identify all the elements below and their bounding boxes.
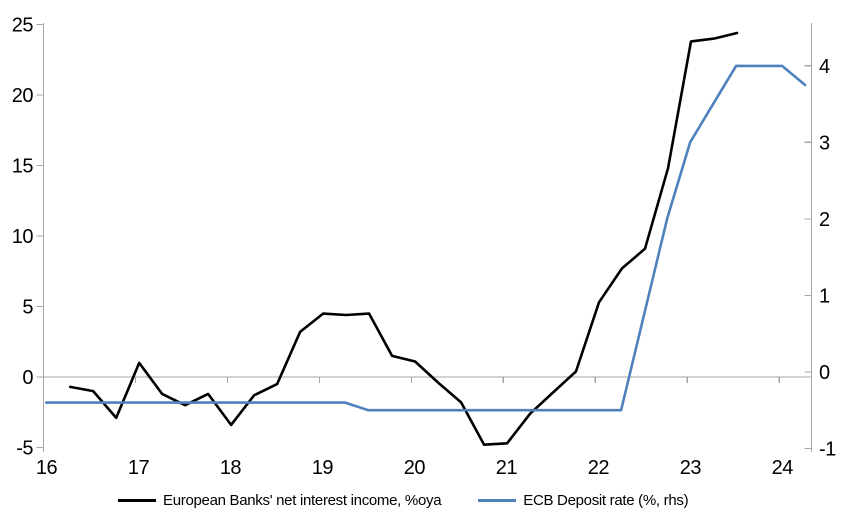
- x-axis-tick-label: 23: [680, 457, 702, 479]
- right-axis-tick-label: -1: [819, 439, 836, 461]
- right-axis-tick-label: 4: [819, 56, 830, 78]
- x-axis-tick-label: 19: [312, 457, 334, 479]
- ecb-rate-line-series: [44, 64, 807, 412]
- x-axis-tick-label: 24: [772, 457, 794, 479]
- left-axis-tick-label: 10: [12, 226, 34, 248]
- x-axis-tick-label: 17: [128, 457, 150, 479]
- legend-item-ecb: ECB Deposit rate (%, rhs): [478, 492, 689, 509]
- x-axis-tick-label: 20: [404, 457, 426, 479]
- x-axis-tick-label: 16: [36, 457, 58, 479]
- x-axis-tick-label: 21: [496, 457, 518, 479]
- left-axis-tick-label: -5: [16, 438, 33, 460]
- right-axis-tick-label: 0: [819, 362, 830, 384]
- legend-item-nii: European Banks' net interest income, %oy…: [118, 492, 442, 509]
- right-axis-tick-label: 1: [819, 285, 830, 307]
- nii-line-series: [68, 31, 739, 447]
- left-axis-tick-label: 20: [12, 85, 34, 107]
- left-axis-tick-label: 15: [12, 156, 34, 178]
- x-axis-tick-label: 22: [588, 457, 610, 479]
- legend: European Banks' net interest income, %oy…: [118, 492, 689, 509]
- right-axis-tick-label: 2: [819, 209, 830, 231]
- x-axis-tick-label: 18: [220, 457, 242, 479]
- left-axis-tick-label: 0: [22, 367, 33, 389]
- ecb-line-swatch: [478, 499, 517, 502]
- left-axis-tick-label: 25: [12, 15, 34, 37]
- nii-line-swatch: [118, 499, 156, 502]
- right-axis-tick-label: 3: [819, 132, 830, 154]
- left-axis-tick-label: 5: [22, 297, 33, 319]
- nii-legend-label: European Banks' net interest income, %oy…: [163, 492, 442, 509]
- ecb-legend-label: ECB Deposit rate (%, rhs): [523, 492, 689, 509]
